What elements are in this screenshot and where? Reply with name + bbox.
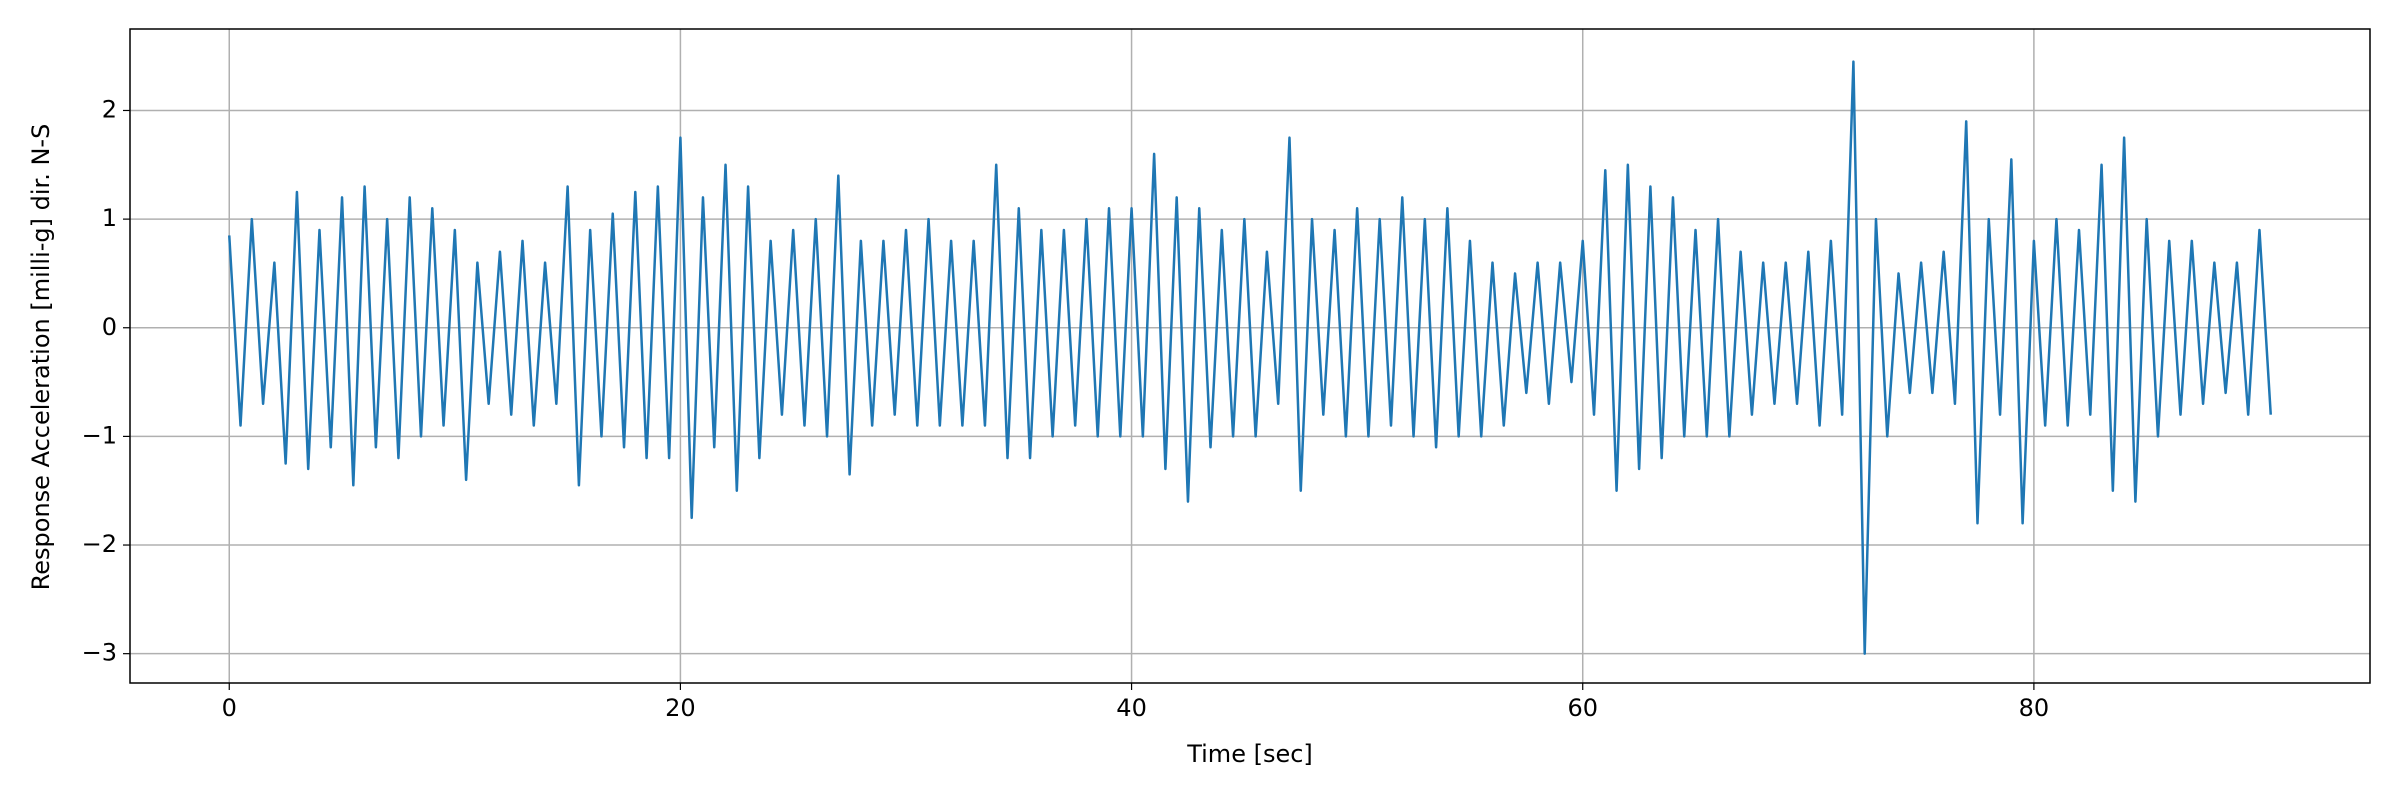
x-axis-label: Time [sec] — [1186, 740, 1313, 768]
x-tick-label: 40 — [1116, 694, 1147, 722]
y-tick-label: 2 — [102, 95, 117, 123]
plot-frame — [129, 28, 2371, 684]
y-axis-label: Response Acceleration [milli-g] dir. N-S — [27, 124, 55, 591]
x-tick-label: 20 — [665, 694, 696, 722]
x-tick-label: 60 — [1567, 694, 1598, 722]
x-tick-label: 0 — [222, 694, 237, 722]
x-tick-label: 80 — [2019, 694, 2050, 722]
y-tick-label: 0 — [102, 313, 117, 341]
y-tick-label: 1 — [102, 204, 117, 232]
y-tick-label: −2 — [82, 530, 117, 558]
y-tick-label: −1 — [82, 421, 117, 449]
y-tick-label: −3 — [82, 639, 117, 667]
signal-line — [228, 60, 2272, 655]
